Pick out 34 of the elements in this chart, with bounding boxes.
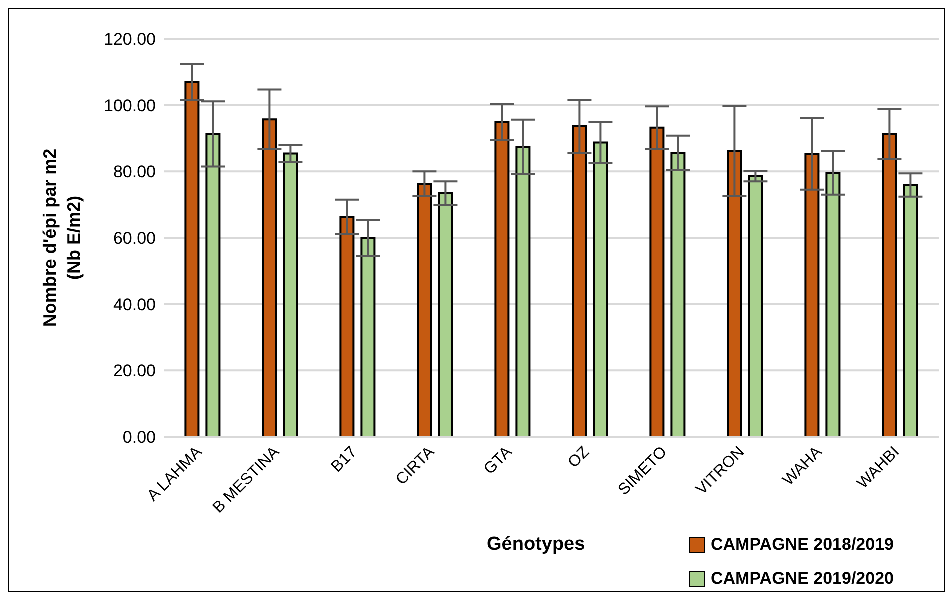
bar — [184, 81, 200, 437]
bar — [438, 192, 454, 437]
bar — [494, 121, 510, 437]
y-axis-title: Nombre d'épi par m2 (Nb E/m2) — [40, 148, 84, 328]
bar — [748, 175, 764, 437]
y-tick-label: 60.00 — [113, 229, 156, 248]
bar — [417, 182, 432, 437]
y-tick-label: 100.00 — [104, 96, 156, 116]
y-tick-label: 120.00 — [104, 30, 156, 50]
bar — [804, 153, 820, 437]
bar — [903, 184, 918, 437]
y-tick-label: 40.00 — [113, 295, 156, 314]
bar — [360, 237, 376, 437]
x-tick-label: B17 — [328, 444, 361, 476]
bar — [826, 172, 841, 437]
bar — [593, 142, 608, 437]
bar — [650, 126, 665, 437]
bar — [516, 146, 531, 437]
x-axis-title: Génotypes — [487, 534, 586, 556]
bar — [206, 133, 221, 437]
legend-label: CAMPAGNE 2019/2020 — [711, 569, 894, 589]
y-tick-label: 20.00 — [113, 362, 156, 381]
y-tick-label: 80.00 — [113, 162, 156, 182]
bar — [283, 152, 298, 437]
bar — [340, 216, 355, 437]
bar — [882, 133, 898, 437]
legend-label: CAMPAGNE 2018/2019 — [711, 535, 894, 555]
x-tick-label: GTA — [481, 444, 516, 478]
y-tick-label: 0.00 — [122, 428, 156, 448]
x-tick-label: OZ — [565, 444, 594, 472]
bar — [670, 152, 686, 437]
bar — [262, 118, 278, 437]
bar — [572, 126, 588, 437]
bar — [727, 150, 742, 437]
